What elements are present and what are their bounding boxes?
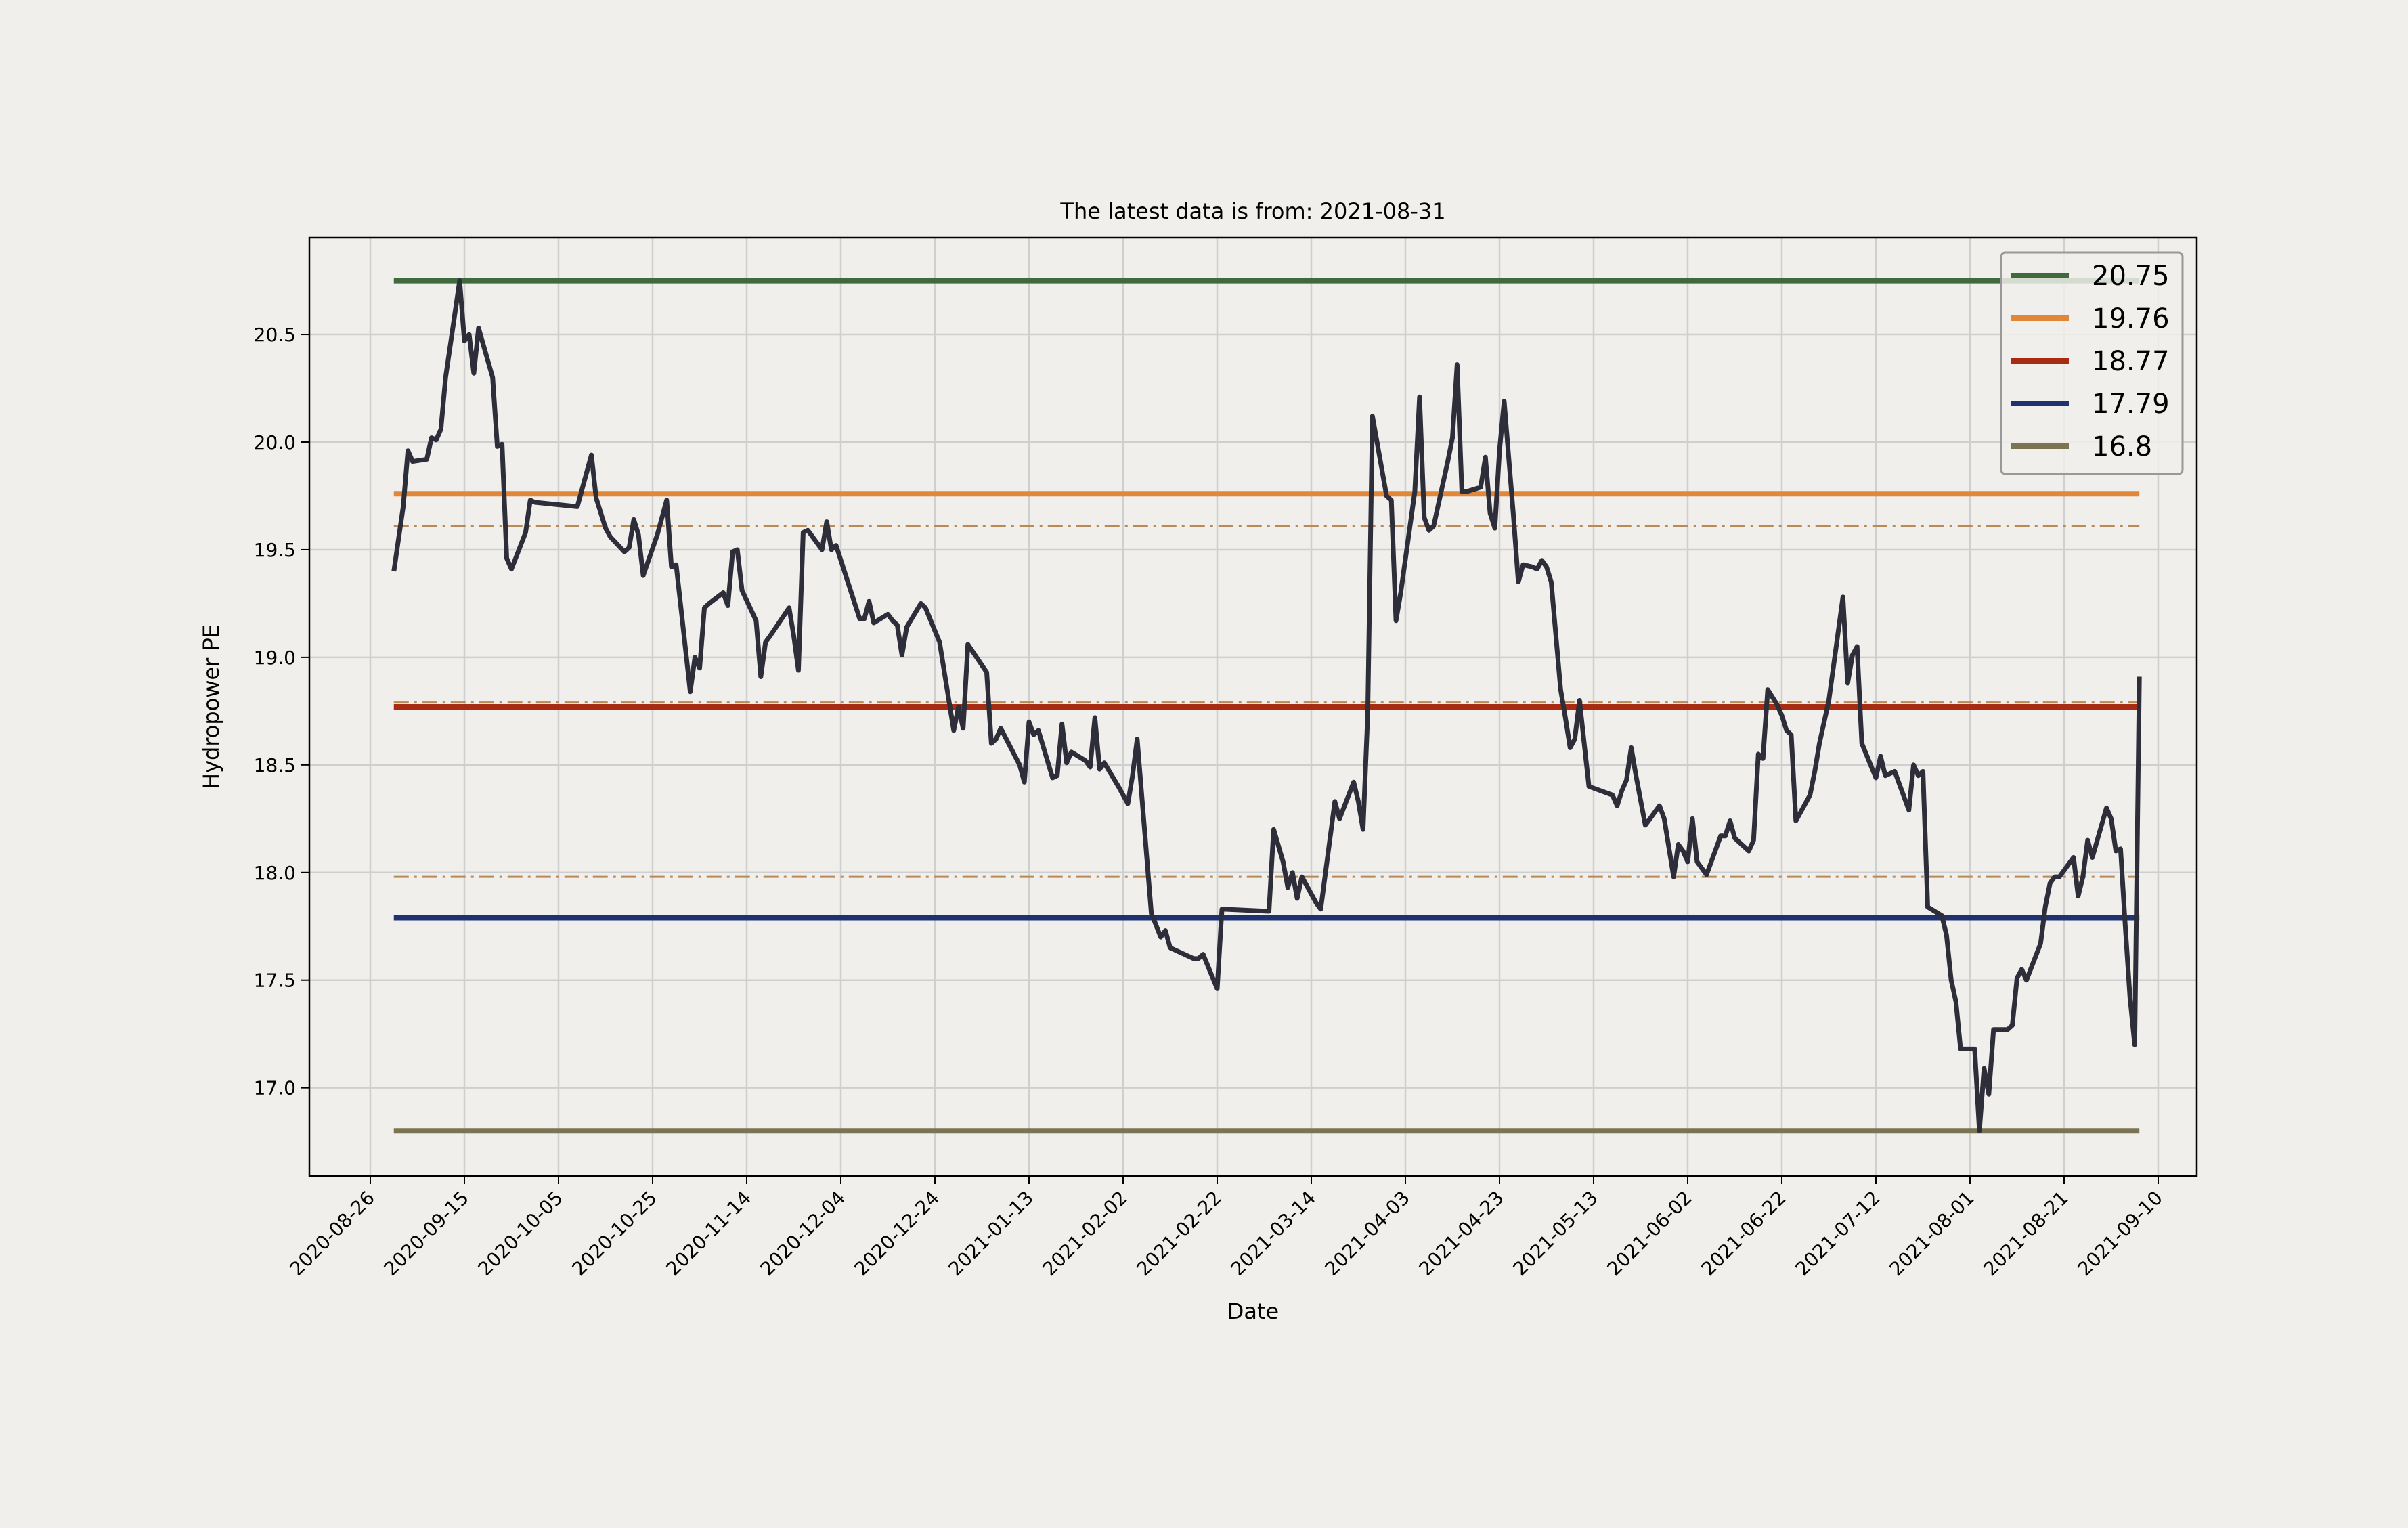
- chart-title: The latest data is from: 2021-08-31: [1059, 198, 1445, 224]
- x-tick-label: 2021-04-03: [1321, 1187, 1414, 1280]
- x-tick-label: 2021-02-02: [1038, 1187, 1132, 1280]
- x-tick-label: 2021-02-22: [1133, 1187, 1226, 1280]
- legend-label: 17.79: [2092, 389, 2170, 420]
- legend-label: 20.75: [2092, 261, 2170, 292]
- legend-label: 18.77: [2092, 346, 2170, 377]
- y-axis-label: Hydropower PE: [198, 624, 224, 789]
- x-tick-label: 2021-04-23: [1415, 1187, 1508, 1280]
- x-tick-label: 2021-06-22: [1697, 1187, 1791, 1280]
- x-tick-label: 2021-08-21: [1979, 1187, 2073, 1280]
- x-tick-label: 2021-09-10: [2074, 1187, 2167, 1280]
- legend-label: 16.8: [2092, 431, 2152, 462]
- y-tick-label: 18.5: [254, 754, 296, 777]
- x-tick-label: 2020-10-05: [474, 1187, 567, 1280]
- x-axis-label: Date: [1227, 1298, 1279, 1324]
- plot-frame: [308, 236, 2198, 1177]
- x-axis: 2020-08-26 2020-09-15 2020-10-05 2020-10-25…: [286, 1176, 2167, 1280]
- legend-box: [2000, 251, 2184, 475]
- x-tick-label: 2020-09-15: [380, 1187, 473, 1280]
- x-tick-label: 2020-10-25: [568, 1187, 661, 1280]
- x-tick-label: 2021-08-01: [1885, 1187, 1979, 1280]
- y-tick-label: 20.0: [254, 431, 296, 454]
- x-tick-label: 2021-05-13: [1509, 1187, 1602, 1280]
- x-tick-label: 2020-11-14: [662, 1187, 756, 1280]
- y-axis: 17.0 17.5 18.0 18.5 19.0 19.5 20.0 20.5: [254, 324, 309, 1099]
- x-tick-label: 2021-01-13: [944, 1187, 1038, 1280]
- y-tick-label: 20.5: [254, 324, 296, 346]
- x-tick-label: 2021-07-12: [1791, 1187, 1885, 1280]
- y-tick-label: 18.0: [254, 862, 296, 884]
- x-tick-label: 2020-12-04: [756, 1187, 850, 1280]
- legend-label: 19.76: [2092, 303, 2170, 334]
- series-line: [391, 278, 2142, 1133]
- y-tick-label: 19.0: [254, 647, 296, 669]
- horizontal-lines: [393, 278, 2140, 1134]
- x-tick-label: 2020-08-26: [286, 1187, 379, 1280]
- legend: 20.75 19.76 18.77 17.79 16.8: [2000, 251, 2184, 475]
- x-tick-label: 2020-12-24: [850, 1187, 944, 1280]
- y-tick-label: 17.0: [254, 1077, 296, 1099]
- x-tick-label: 2021-06-02: [1603, 1187, 1696, 1280]
- y-tick-label: 17.5: [254, 969, 296, 992]
- x-tick-label: 2021-03-14: [1227, 1187, 1320, 1280]
- y-tick-label: 19.5: [254, 539, 296, 561]
